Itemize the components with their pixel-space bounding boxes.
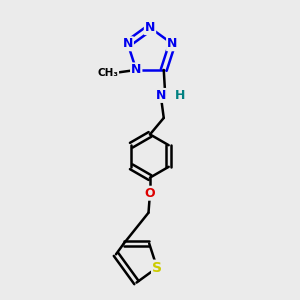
Text: CH₃: CH₃ bbox=[97, 68, 118, 78]
Text: N: N bbox=[123, 37, 133, 50]
Text: H: H bbox=[175, 89, 185, 102]
Text: S: S bbox=[152, 261, 162, 275]
Text: N: N bbox=[131, 63, 141, 76]
Text: N: N bbox=[167, 37, 177, 50]
Text: O: O bbox=[145, 187, 155, 200]
Text: N: N bbox=[145, 21, 155, 34]
Text: N: N bbox=[156, 89, 166, 102]
